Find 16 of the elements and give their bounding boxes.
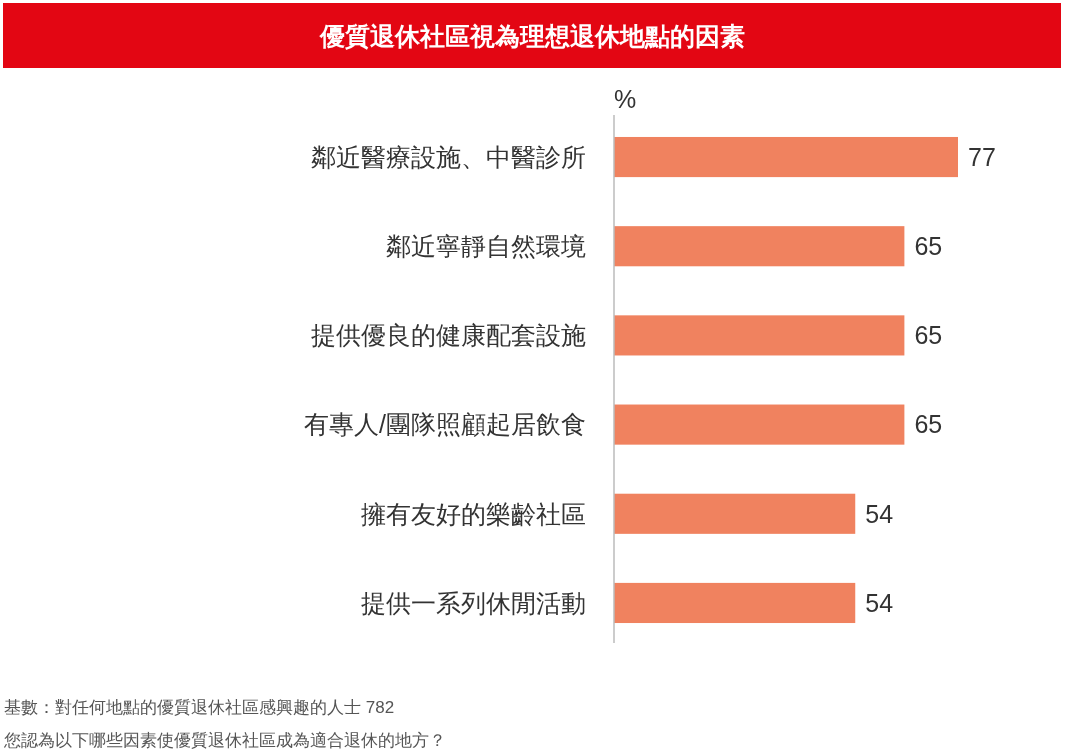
y-tick-label: 提供一系列休閒活動 bbox=[361, 588, 586, 617]
data-label: 77 bbox=[968, 142, 996, 171]
data-label: 54 bbox=[865, 499, 894, 528]
text: 您認為以下哪些因素使優質退休社區成為適合退休的地方？ bbox=[3, 731, 446, 750]
y-tick-label: 鄰近醫療設施、中醫診所 bbox=[311, 142, 586, 171]
chart-title: 優質退休社區視為理想退休地點的因素 bbox=[318, 22, 745, 50]
data-label: 54 bbox=[865, 588, 894, 617]
data-label: 65 bbox=[914, 231, 943, 260]
y-tick-label: 提供優良的健康配套設施 bbox=[311, 321, 586, 350]
x-axis-title: % bbox=[614, 85, 637, 113]
text: 基數：對任何地點的優質退休社區感興趣的人士 782 bbox=[4, 698, 395, 717]
data-label: 65 bbox=[914, 321, 943, 350]
data-label: 65 bbox=[914, 410, 943, 439]
y-tick-label: 擁有友好的樂齡社區 bbox=[361, 499, 586, 528]
y-tick-label: 有專人/團隊照顧起居飲食 bbox=[304, 410, 586, 439]
y-tick-label: 鄰近寧靜自然環境 bbox=[386, 231, 586, 260]
